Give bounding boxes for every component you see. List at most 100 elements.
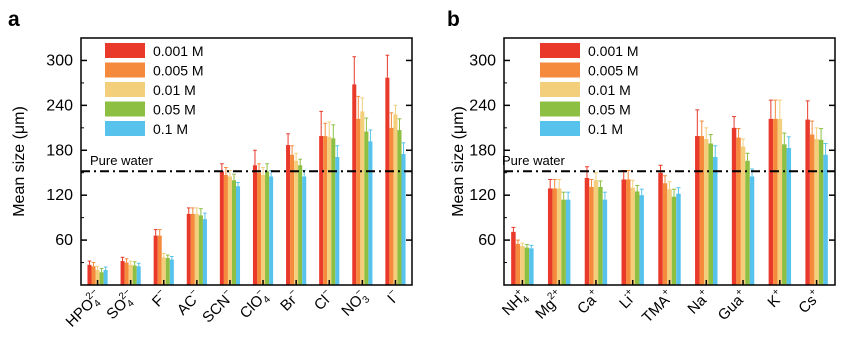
- legend-swatch: [540, 43, 580, 58]
- y-axis-label: Mean size (μm): [450, 106, 467, 217]
- bar: [385, 77, 390, 285]
- bar: [223, 174, 228, 285]
- bar: [132, 265, 137, 285]
- bar: [639, 195, 644, 285]
- y-tick-label: 300: [46, 52, 73, 69]
- bar: [261, 174, 266, 285]
- legend-swatch: [540, 82, 580, 97]
- bar: [120, 261, 125, 285]
- bar: [561, 199, 566, 285]
- y-tick-label: 60: [478, 232, 496, 249]
- bar: [202, 219, 207, 285]
- x-tick-label: HPO42−: [61, 286, 107, 332]
- bar: [323, 136, 328, 285]
- bar: [749, 176, 755, 285]
- bar: [547, 188, 553, 285]
- bar: [186, 213, 191, 285]
- bar: [511, 231, 516, 285]
- bar: [335, 157, 340, 285]
- y-tick-label: 120: [46, 187, 73, 204]
- legend-swatch: [540, 121, 580, 136]
- bar: [352, 84, 357, 285]
- bar: [198, 215, 203, 285]
- x-tick-label: Cl−: [309, 286, 337, 314]
- panel-a: a Mean size (μm) Pure water 60 120 180 240 300 H…: [8, 8, 413, 332]
- bar: [389, 127, 394, 286]
- reference-line-label: Pure water: [502, 153, 566, 168]
- legend-label: 0.01 M: [588, 82, 631, 98]
- x-tick-label: F−: [148, 286, 172, 310]
- bar: [265, 171, 270, 285]
- y-tick-label: 300: [469, 52, 496, 69]
- legend-label: 0.005 M: [588, 63, 639, 79]
- x-tick-label: K+: [763, 286, 788, 311]
- x-tick-label: Br−: [276, 286, 304, 314]
- bar: [95, 270, 100, 285]
- bar: [671, 196, 677, 285]
- bar: [269, 176, 274, 285]
- bar: [99, 272, 104, 285]
- bar: [805, 119, 810, 286]
- x-tick-label: Gua+: [713, 286, 751, 324]
- x-tick-label: SCN−: [198, 286, 238, 326]
- bar: [823, 154, 828, 285]
- y-tick-label: 180: [469, 142, 496, 159]
- x-tick-label: I−: [383, 286, 404, 307]
- legend-swatch: [105, 82, 145, 97]
- panel-letter: b: [447, 8, 460, 31]
- bar: [814, 139, 819, 285]
- bar: [556, 188, 562, 285]
- y-tick-label: 120: [469, 187, 496, 204]
- bar: [565, 199, 571, 285]
- bar: [356, 118, 361, 285]
- bar: [777, 118, 783, 285]
- x-tick-label: TMA+: [637, 286, 677, 326]
- legend-label: 0.1 M: [588, 121, 623, 137]
- bar: [584, 177, 590, 285]
- bar: [695, 136, 700, 285]
- bar: [658, 172, 663, 285]
- legend-swatch: [540, 62, 580, 78]
- x-tick-label: Li+: [615, 286, 641, 312]
- bar: [91, 266, 96, 285]
- reference-line-label: Pure water: [90, 153, 154, 168]
- bar: [231, 180, 237, 285]
- bar: [290, 154, 295, 285]
- legend-swatch: [105, 62, 145, 78]
- bar: [87, 264, 92, 285]
- plot-frame: [80, 37, 413, 286]
- legend-label: 0.05 M: [153, 102, 196, 118]
- bar: [252, 165, 257, 285]
- bar: [327, 136, 332, 285]
- bar: [169, 259, 174, 285]
- bar: [286, 145, 291, 285]
- bar: [818, 139, 824, 285]
- bar: [713, 157, 718, 285]
- bar: [786, 148, 792, 285]
- bar: [704, 139, 709, 285]
- panel-letter: a: [8, 8, 20, 31]
- bar: [593, 180, 599, 285]
- x-tick-label: Na+: [683, 286, 714, 317]
- bar: [103, 270, 108, 285]
- x-tick-label: ClO4−: [235, 286, 273, 324]
- panel-b: b Mean size (μm) Pure water 60 120 180 240 300 N…: [447, 8, 836, 326]
- legend-label: 0.005 M: [153, 63, 204, 79]
- bar: [157, 235, 162, 285]
- x-tick-label: NH4+: [498, 286, 533, 321]
- bar: [153, 235, 158, 285]
- x-tick-label: Mg2+: [531, 286, 567, 322]
- bar: [699, 136, 705, 285]
- bar: [809, 134, 815, 285]
- bar: [161, 257, 166, 285]
- bar: [662, 183, 668, 285]
- legend-label: 0.001 M: [153, 43, 204, 59]
- bar: [773, 118, 778, 285]
- legend-label: 0.05 M: [588, 102, 631, 118]
- bar: [401, 154, 406, 285]
- bar: [256, 172, 262, 285]
- bar: [589, 186, 594, 285]
- bar: [128, 264, 133, 285]
- legend-swatch: [105, 101, 145, 117]
- bar: [736, 137, 741, 285]
